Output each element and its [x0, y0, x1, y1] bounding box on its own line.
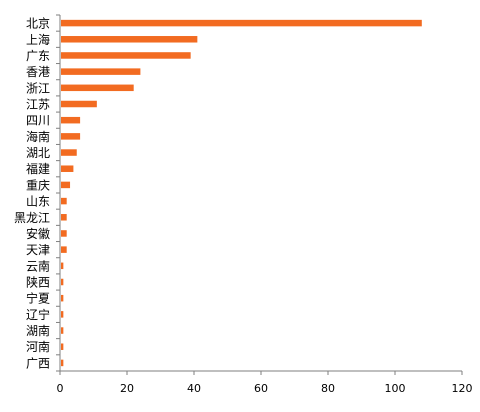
- bar-20: [61, 343, 64, 350]
- bar-5: [61, 100, 97, 108]
- category-label: 浙江: [26, 81, 50, 95]
- category-label: 广西: [26, 356, 50, 370]
- bar-13: [61, 230, 67, 237]
- category-label: 香港: [26, 65, 50, 79]
- bar-8: [61, 149, 77, 156]
- bar-7: [61, 133, 81, 140]
- bar-14: [61, 246, 67, 253]
- category-label: 天津: [26, 243, 50, 257]
- x-tick-labels: 0 20 40 60 80 100 120: [57, 382, 473, 395]
- category-label: 海南: [26, 129, 50, 144]
- category-label: 四川: [26, 114, 50, 128]
- bar-21: [61, 359, 64, 367]
- bar-9: [61, 165, 74, 172]
- bars: [61, 19, 422, 367]
- x-tick-label: 120: [452, 382, 473, 395]
- category-label: 福建: [26, 161, 50, 176]
- x-tick-label: 100: [385, 382, 406, 395]
- category-label: 陕西: [26, 275, 50, 290]
- bar-16: [61, 278, 64, 286]
- bar-19: [61, 327, 64, 334]
- bar-6: [61, 116, 81, 124]
- bar-12: [61, 214, 67, 221]
- category-label: 安徽: [26, 226, 50, 241]
- bar-11: [61, 197, 67, 205]
- category-label: 北京: [26, 17, 50, 31]
- category-label: 宁夏: [26, 291, 50, 306]
- category-label: 江苏: [26, 98, 50, 112]
- axes: [56, 14, 463, 375]
- bar-3: [61, 68, 141, 75]
- bar-2: [61, 52, 191, 59]
- bar-1: [61, 36, 198, 43]
- category-label: 湖北: [26, 145, 50, 160]
- bar-15: [61, 262, 64, 270]
- category-label: 重庆: [26, 178, 50, 192]
- bar-0: [61, 19, 422, 27]
- category-label: 广东: [26, 49, 50, 63]
- category-label: 黑龙江: [14, 211, 50, 225]
- category-label: 河南: [26, 339, 50, 354]
- category-label: 湖南: [26, 323, 50, 338]
- bar-10: [61, 181, 71, 189]
- x-tick-label: 40: [187, 382, 201, 395]
- category-label: 山东: [26, 195, 50, 209]
- category-label: 辽宁: [26, 307, 50, 322]
- x-tick-label: 20: [120, 382, 134, 395]
- bar-4: [61, 84, 134, 92]
- category-label: 上海: [26, 32, 50, 47]
- x-tick-label: 0: [57, 382, 64, 395]
- category-labels: 北京上海广东香港浙江江苏四川海南湖北福建重庆山东黑龙江安徽天津云南陕西宁夏辽宁湖…: [14, 17, 50, 371]
- x-tick-label: 80: [321, 382, 335, 395]
- bar-17: [61, 294, 64, 302]
- category-label: 云南: [26, 258, 50, 273]
- bar-18: [61, 311, 64, 318]
- x-tick-label: 60: [254, 382, 268, 395]
